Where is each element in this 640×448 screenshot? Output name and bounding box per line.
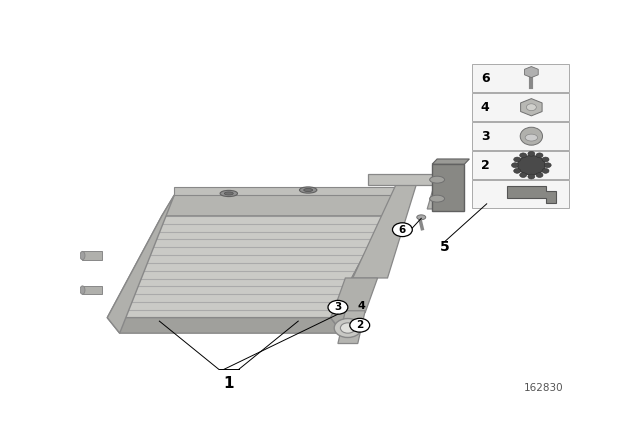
Circle shape xyxy=(520,153,527,158)
Polygon shape xyxy=(482,187,492,204)
Text: 3: 3 xyxy=(334,302,342,312)
Ellipse shape xyxy=(520,127,543,145)
Polygon shape xyxy=(428,175,457,209)
Circle shape xyxy=(528,151,535,156)
Polygon shape xyxy=(108,195,174,333)
Circle shape xyxy=(528,174,535,179)
Circle shape xyxy=(511,163,518,168)
Polygon shape xyxy=(432,159,469,164)
Polygon shape xyxy=(367,174,457,185)
Text: 6: 6 xyxy=(399,225,406,235)
Text: 4: 4 xyxy=(358,301,365,311)
Ellipse shape xyxy=(80,286,85,294)
Polygon shape xyxy=(162,195,397,216)
Circle shape xyxy=(514,157,521,162)
Circle shape xyxy=(328,301,348,314)
Text: 5: 5 xyxy=(440,240,449,254)
Ellipse shape xyxy=(300,187,317,193)
Circle shape xyxy=(392,223,412,237)
Polygon shape xyxy=(83,286,102,294)
Text: 3: 3 xyxy=(481,130,490,143)
Circle shape xyxy=(526,104,536,111)
Circle shape xyxy=(542,168,549,173)
Text: 1: 1 xyxy=(223,376,234,391)
Circle shape xyxy=(514,168,521,173)
Polygon shape xyxy=(333,278,378,313)
Text: 6: 6 xyxy=(481,72,490,85)
Ellipse shape xyxy=(340,323,355,333)
Text: 2: 2 xyxy=(481,159,490,172)
Circle shape xyxy=(536,153,543,158)
Ellipse shape xyxy=(429,176,445,183)
Polygon shape xyxy=(108,318,343,333)
Polygon shape xyxy=(108,216,385,318)
Ellipse shape xyxy=(304,189,312,192)
Ellipse shape xyxy=(80,251,85,260)
Polygon shape xyxy=(507,185,556,203)
Polygon shape xyxy=(338,311,365,344)
FancyBboxPatch shape xyxy=(472,64,568,92)
Polygon shape xyxy=(432,164,465,211)
FancyBboxPatch shape xyxy=(472,151,568,179)
Text: 4: 4 xyxy=(481,101,490,114)
Circle shape xyxy=(536,172,543,177)
Ellipse shape xyxy=(429,195,445,202)
Circle shape xyxy=(518,155,545,175)
Ellipse shape xyxy=(225,192,233,195)
Polygon shape xyxy=(353,181,417,278)
Circle shape xyxy=(542,157,549,162)
Text: 2: 2 xyxy=(356,320,364,330)
Ellipse shape xyxy=(417,215,426,220)
Circle shape xyxy=(520,172,527,177)
Ellipse shape xyxy=(220,190,237,197)
Ellipse shape xyxy=(334,319,362,337)
Polygon shape xyxy=(330,195,397,333)
Polygon shape xyxy=(174,186,397,195)
FancyBboxPatch shape xyxy=(472,180,568,208)
Polygon shape xyxy=(83,251,102,260)
Ellipse shape xyxy=(525,134,538,141)
Circle shape xyxy=(544,163,551,168)
Text: 162830: 162830 xyxy=(524,383,564,392)
FancyBboxPatch shape xyxy=(472,93,568,121)
FancyBboxPatch shape xyxy=(472,122,568,151)
Circle shape xyxy=(350,319,370,332)
